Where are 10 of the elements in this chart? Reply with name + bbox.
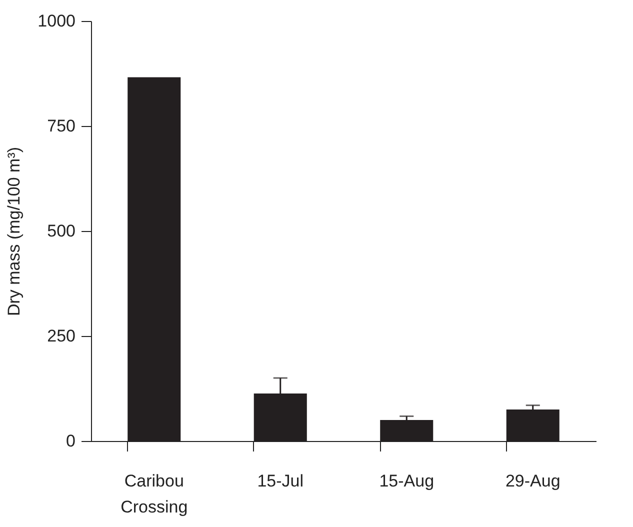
x-tick-label: 29-Aug <box>505 472 560 490</box>
x-tick-label: 15-Aug <box>379 472 434 490</box>
y-tick-label: 1000 <box>38 12 76 30</box>
x-tick-label: 15-Jul <box>257 472 304 490</box>
y-tick-label: 500 <box>47 222 76 240</box>
y-tick-label: 250 <box>47 326 76 346</box>
y-tick-label: 0 <box>66 432 76 450</box>
y-tick-label: 750 <box>47 116 76 136</box>
y-axis-title: Dry mass (mg/100 m³) <box>4 146 24 316</box>
x-tick-label: Caribou Crossing <box>120 472 188 516</box>
